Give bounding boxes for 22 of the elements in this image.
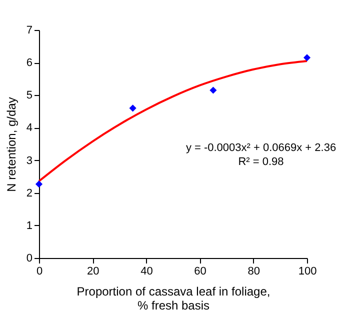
point — [35, 180, 43, 188]
y-axis-title: N retention, g/day — [4, 97, 18, 192]
x-axis-title: Proportion of cassava leaf in foliage, % fresh basis — [76, 284, 270, 312]
point — [129, 104, 136, 112]
x-tick-label: 80 — [248, 266, 260, 278]
annotation: R² = 0.98 — [238, 156, 284, 168]
y-tick-label: 3 — [26, 154, 32, 167]
y-tick-label: 7 — [26, 24, 32, 36]
x-tick-label: 0 — [36, 266, 43, 278]
y-tick-label: 4 — [26, 122, 32, 134]
y-tick-label: 0 — [26, 252, 32, 264]
y-tick-label: 1 — [26, 220, 32, 232]
y-tick-label: 2 — [26, 187, 32, 200]
point — [210, 86, 217, 94]
x-tick-label: 60 — [194, 266, 206, 278]
x-tick-label: 40 — [140, 266, 153, 278]
x-tick-label: 20 — [86, 266, 100, 278]
y-tick-label: 5 — [26, 90, 32, 102]
point — [303, 54, 311, 62]
y-tick-label: 6 — [26, 57, 32, 70]
annotation: y = -0.0003x² + 0.0669x + 2.36 — [186, 142, 336, 154]
x-tick-label: 100 — [298, 266, 317, 278]
